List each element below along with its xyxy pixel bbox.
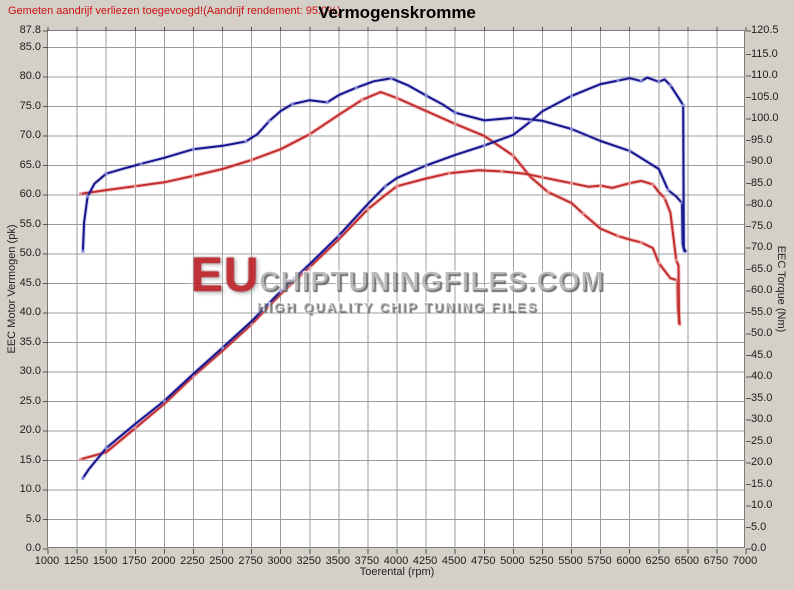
x-tick-label: 5500 [558, 555, 583, 567]
x-tick-label: 6750 [703, 555, 729, 567]
x-tick-label: 6250 [645, 555, 670, 567]
y-right-tick-label: 95.0 [751, 133, 773, 146]
page-title: Vermogenskromme [318, 3, 476, 22]
y-left-tick-label: 40.0 [19, 306, 41, 318]
x-tick-label: 4250 [412, 555, 438, 567]
y-right-tick-label: 120.5 [751, 24, 779, 36]
y-right-tick-label: 60.0 [751, 284, 773, 297]
curve-red-power [79, 169, 681, 461]
y-right-tick-label: 35.0 [751, 391, 773, 404]
y-left-tick-label: 55.0 [19, 217, 41, 230]
y-right-tick-label: 70.0 [751, 241, 773, 254]
y-left-tick-label: 25.0 [19, 394, 41, 407]
y-left-tick-label: 10.0 [19, 483, 41, 495]
y-left-tick-label: 20.0 [19, 424, 41, 436]
x-tick-label: 3500 [325, 555, 351, 567]
x-tick-label: 2500 [209, 555, 234, 567]
x-tick-label: 1500 [92, 555, 118, 567]
y-right-tick-label: 40.0 [751, 370, 773, 383]
x-tick-label: 2000 [151, 555, 176, 567]
x-tick-label: 6000 [616, 555, 641, 567]
x-tick-label: 3250 [296, 555, 321, 567]
x-tick-label: 4750 [471, 555, 496, 567]
y-left-tick-label: 70.0 [19, 129, 41, 142]
y-right-tick-label: 20.0 [751, 456, 773, 469]
x-tick-label: 1000 [34, 555, 60, 567]
y-right-tick-label: 65.0 [751, 262, 773, 275]
y-right-tick-label: 5.0 [751, 520, 767, 533]
y-left-tick-label: 15.0 [19, 453, 41, 466]
y-right-tick-label: 30.0 [751, 413, 773, 426]
y-right-tick-label: 50.0 [751, 327, 773, 340]
y-axis-title-right: EEC Torque (Nm) [775, 245, 787, 333]
drivetrain-loss-notice: Gemeten aandrijf verliezen toegevoegd!(A… [8, 5, 341, 17]
x-tick-label: 1750 [122, 555, 147, 567]
y-right-tick-label: 115.0 [751, 47, 778, 60]
y-left-tick-label: 60.0 [19, 188, 41, 200]
x-tick-label: 1250 [63, 555, 89, 567]
x-tick-label: 5250 [529, 555, 554, 567]
y-right-tick-label: 55.0 [751, 305, 773, 318]
y-left-tick-label: 35.0 [19, 335, 41, 348]
y-right-tick-label: 90.0 [751, 155, 773, 168]
plot-area: EU CHIPTUNINGFILES.COM HIGH QUALITY CHIP … [43, 27, 751, 554]
curve-red-torque [79, 91, 681, 326]
y-left-tick-label: 45.0 [19, 276, 41, 289]
y-left-tick-label: 30.0 [19, 365, 41, 377]
y-right-tick-label: 75.0 [751, 219, 773, 232]
y-right-tick-label: 25.0 [751, 434, 773, 447]
y-right-tick-label: 45.0 [751, 348, 773, 361]
y-right-tick-label: 85.0 [751, 176, 773, 189]
x-tick-label: 7000 [732, 555, 758, 567]
y-right-tick-label: 0.0 [751, 542, 767, 554]
x-tick-label: 3000 [267, 555, 292, 567]
y-right-tick-label: 15.0 [751, 477, 773, 490]
power-torque-chart [43, 27, 751, 554]
y-left-tick-label: 87.8 [19, 24, 41, 36]
y-left-tick-label: 65.0 [19, 158, 41, 171]
y-left-tick-label: 80.0 [19, 70, 41, 83]
x-tick-label: 4500 [441, 555, 467, 567]
y-left-tick-label: 75.0 [19, 99, 41, 112]
y-right-tick-label: 10.0 [751, 499, 773, 511]
y-right-tick-label: 100.0 [751, 112, 779, 125]
x-tick-label: 2250 [180, 555, 205, 567]
x-tick-label: 4000 [383, 555, 409, 567]
x-tick-label: 5750 [587, 555, 612, 567]
x-tick-label: 3750 [354, 555, 380, 567]
y-axis-title-left: EEC Motor Vermogen (pk) [6, 224, 18, 354]
x-axis-title: Toerental (rpm) [359, 566, 435, 578]
x-tick-label: 5000 [500, 555, 525, 567]
x-tick-label: 6500 [674, 555, 700, 567]
x-tick-label: 2750 [238, 555, 263, 567]
y-left-tick-label: 5.0 [25, 512, 41, 525]
y-left-tick-label: 85.0 [19, 40, 41, 53]
y-left-tick-label: 50.0 [19, 247, 41, 259]
y-right-tick-label: 110.0 [751, 69, 778, 82]
y-right-tick-label: 105.0 [751, 90, 779, 103]
y-right-tick-label: 80.0 [751, 198, 773, 211]
y-left-tick-label: 0.0 [25, 542, 41, 554]
